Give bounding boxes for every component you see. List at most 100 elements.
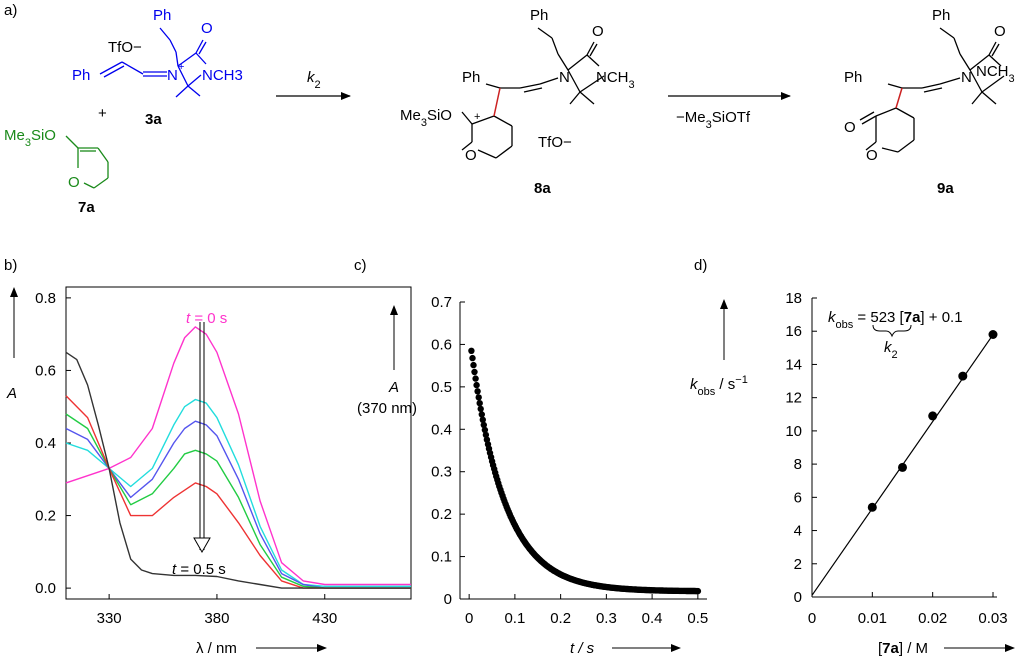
product-9a: Ph O N NCH3 Ph O O 9a <box>844 7 1015 197</box>
9a-ring-o: O <box>866 147 878 164</box>
kinetic-point <box>472 375 479 382</box>
panel-c-ytick-label: 0.7 <box>431 294 452 311</box>
panel-d-ytick-label: 16 <box>785 323 802 340</box>
panel-d-ylabel-sub: obs <box>698 386 716 398</box>
8a-carbonyl-o: O <box>592 23 604 40</box>
equation-var: 7a <box>904 309 921 326</box>
panel-d-ylabel: kobs / s−1 <box>690 374 748 398</box>
panel-d-ytick-label: 2 <box>794 556 802 573</box>
9a-carbonyl-o: O <box>994 23 1006 40</box>
equation-text: kobs = 523 [7a] + 0.1 <box>828 309 963 331</box>
kobs-point <box>867 502 877 512</box>
equation-rest: + 0.1 <box>929 309 963 326</box>
panel-c-ytick-label: 0.2 <box>431 506 452 523</box>
3a-carbonyl-o: O <box>201 20 213 37</box>
panel-d-xtick-label: 0.02 <box>918 610 947 627</box>
equation-brace-label: k2 <box>884 339 898 361</box>
8a-ring-o: O <box>465 147 477 164</box>
9a-benzyl-ph: Ph <box>932 7 950 24</box>
panel-d-ytick-label: 18 <box>785 290 802 307</box>
9a-new-bond <box>895 87 903 109</box>
equation-slope: 523 <box>870 309 895 326</box>
9a-ph: Ph <box>844 69 862 86</box>
fit-equation: kobs = 523 [7a] + 0.1 k2 <box>828 309 963 361</box>
kinetic-point <box>476 400 483 407</box>
panel-b-xtick-label: 430 <box>312 610 337 627</box>
spectrum-line-0 <box>65 326 411 586</box>
panel-c-ytick-label: 0 <box>444 591 452 608</box>
panel-b-label: b) <box>4 257 17 274</box>
panel-d-ylabel-k: k <box>690 376 699 393</box>
reaction-scheme: a) Ph TfO− O <box>4 2 1015 216</box>
panel-c-ytick-label: 0.1 <box>431 549 452 566</box>
panel-c-ylabel: A <box>388 379 399 396</box>
panel-c-xtick-label: 0.2 <box>550 610 571 627</box>
3a-label: 3a <box>145 111 162 128</box>
9a-n: N <box>961 69 972 86</box>
kobs-plot-chart: d) kobs / s−1 0 2 4 6 8 10 12 14 16 18 0 0.01 0.02 0.… <box>690 257 1015 657</box>
panel-c-xtick-label: 0.3 <box>596 610 617 627</box>
spectrum-line-1 <box>65 398 411 587</box>
panel-d-ytick-label: 10 <box>785 423 802 440</box>
panel-d-ytick-label: 14 <box>785 356 802 373</box>
uv-vis-spectra-chart: b) A 330 380 430 0.0 0.2 0.4 0.6 0.8 t = 0 s t … <box>4 257 412 657</box>
panel-b-xtick-label: 380 <box>204 610 229 627</box>
3a-iminium-n: N <box>167 67 178 84</box>
8a-nch3: NCH3 <box>596 69 635 91</box>
panel-b-ytick-label: 0.0 <box>35 580 56 597</box>
3a-benzyl-ph: Ph <box>153 7 171 24</box>
8a-plus: + <box>474 111 480 123</box>
3a-counterion: TfO− <box>108 39 142 56</box>
7a-ring-o: O <box>68 174 80 191</box>
arrow-1-label: k2 <box>307 69 321 91</box>
3a-nch3: NCH3 <box>202 67 243 84</box>
panel-b-ytick-label: 0.2 <box>35 508 56 525</box>
panel-d-ytick-label: 6 <box>794 489 802 506</box>
kinetic-point <box>477 405 484 413</box>
panel-d-xtick-label: 0.01 <box>858 610 887 627</box>
spectrum-line-3 <box>65 413 411 589</box>
kinetic-point <box>475 394 482 401</box>
reactant-7a: Me3SiO O 7a <box>4 127 109 216</box>
panel-d-ytick-label: 4 <box>794 523 802 540</box>
panel-c-xtick-label: 0.5 <box>687 610 708 627</box>
panel-c-xtick-label: 0.1 <box>504 610 525 627</box>
8a-new-bond <box>493 87 501 117</box>
panel-d-ylabel-unit: / s−1 <box>715 374 748 393</box>
kinetic-point <box>473 381 480 389</box>
panel-d-ytick-label: 0 <box>794 589 802 606</box>
panel-c-ytick-label: 0.3 <box>431 464 452 481</box>
kinetic-point <box>471 368 478 376</box>
panel-c-ytick-label: 0.4 <box>431 421 452 438</box>
kobs-point <box>898 462 907 472</box>
kinetic-point <box>468 347 475 354</box>
panel-d-xtick-label: 0.03 <box>978 610 1007 627</box>
panel-b-ytick-label: 0.6 <box>35 362 56 379</box>
panel-c-ytick-label: 0.5 <box>431 379 452 396</box>
annotation-t0: t = 0 s <box>186 310 227 327</box>
intermediate-8a: Ph O N NCH3 Ph Me3SiO + O TfO− 8a <box>400 7 635 197</box>
3a-plus: + <box>178 61 184 73</box>
7a-label: 7a <box>78 199 95 216</box>
kinetic-point <box>479 416 486 423</box>
spectrum-line-2 <box>65 420 411 589</box>
8a-benzyl-ph: Ph <box>530 7 548 24</box>
panel-c-xlabel: t / s <box>570 640 595 657</box>
9a-lactone-o: O <box>844 119 856 136</box>
panel-c-label: c) <box>354 257 367 274</box>
kinetic-point <box>470 361 477 369</box>
arrow-2-label: −Me3SiOTf <box>676 109 751 131</box>
panel-d-ytick-label: 12 <box>785 390 802 407</box>
kobs-point <box>988 330 998 339</box>
spectrum-line-4 <box>65 395 411 589</box>
panel-b-frame <box>65 286 412 600</box>
kinetic-point <box>481 426 489 434</box>
9a-label: 9a <box>937 180 954 197</box>
equation-underbrace <box>872 324 912 338</box>
kinetic-point <box>694 587 702 595</box>
reactant-3a: Ph TfO− O N + NCH3 Ph 3a <box>72 7 243 128</box>
panel-d-label: d) <box>694 257 707 274</box>
9a-nch3: NCH3 <box>976 63 1015 85</box>
kinetic-point <box>469 354 476 362</box>
